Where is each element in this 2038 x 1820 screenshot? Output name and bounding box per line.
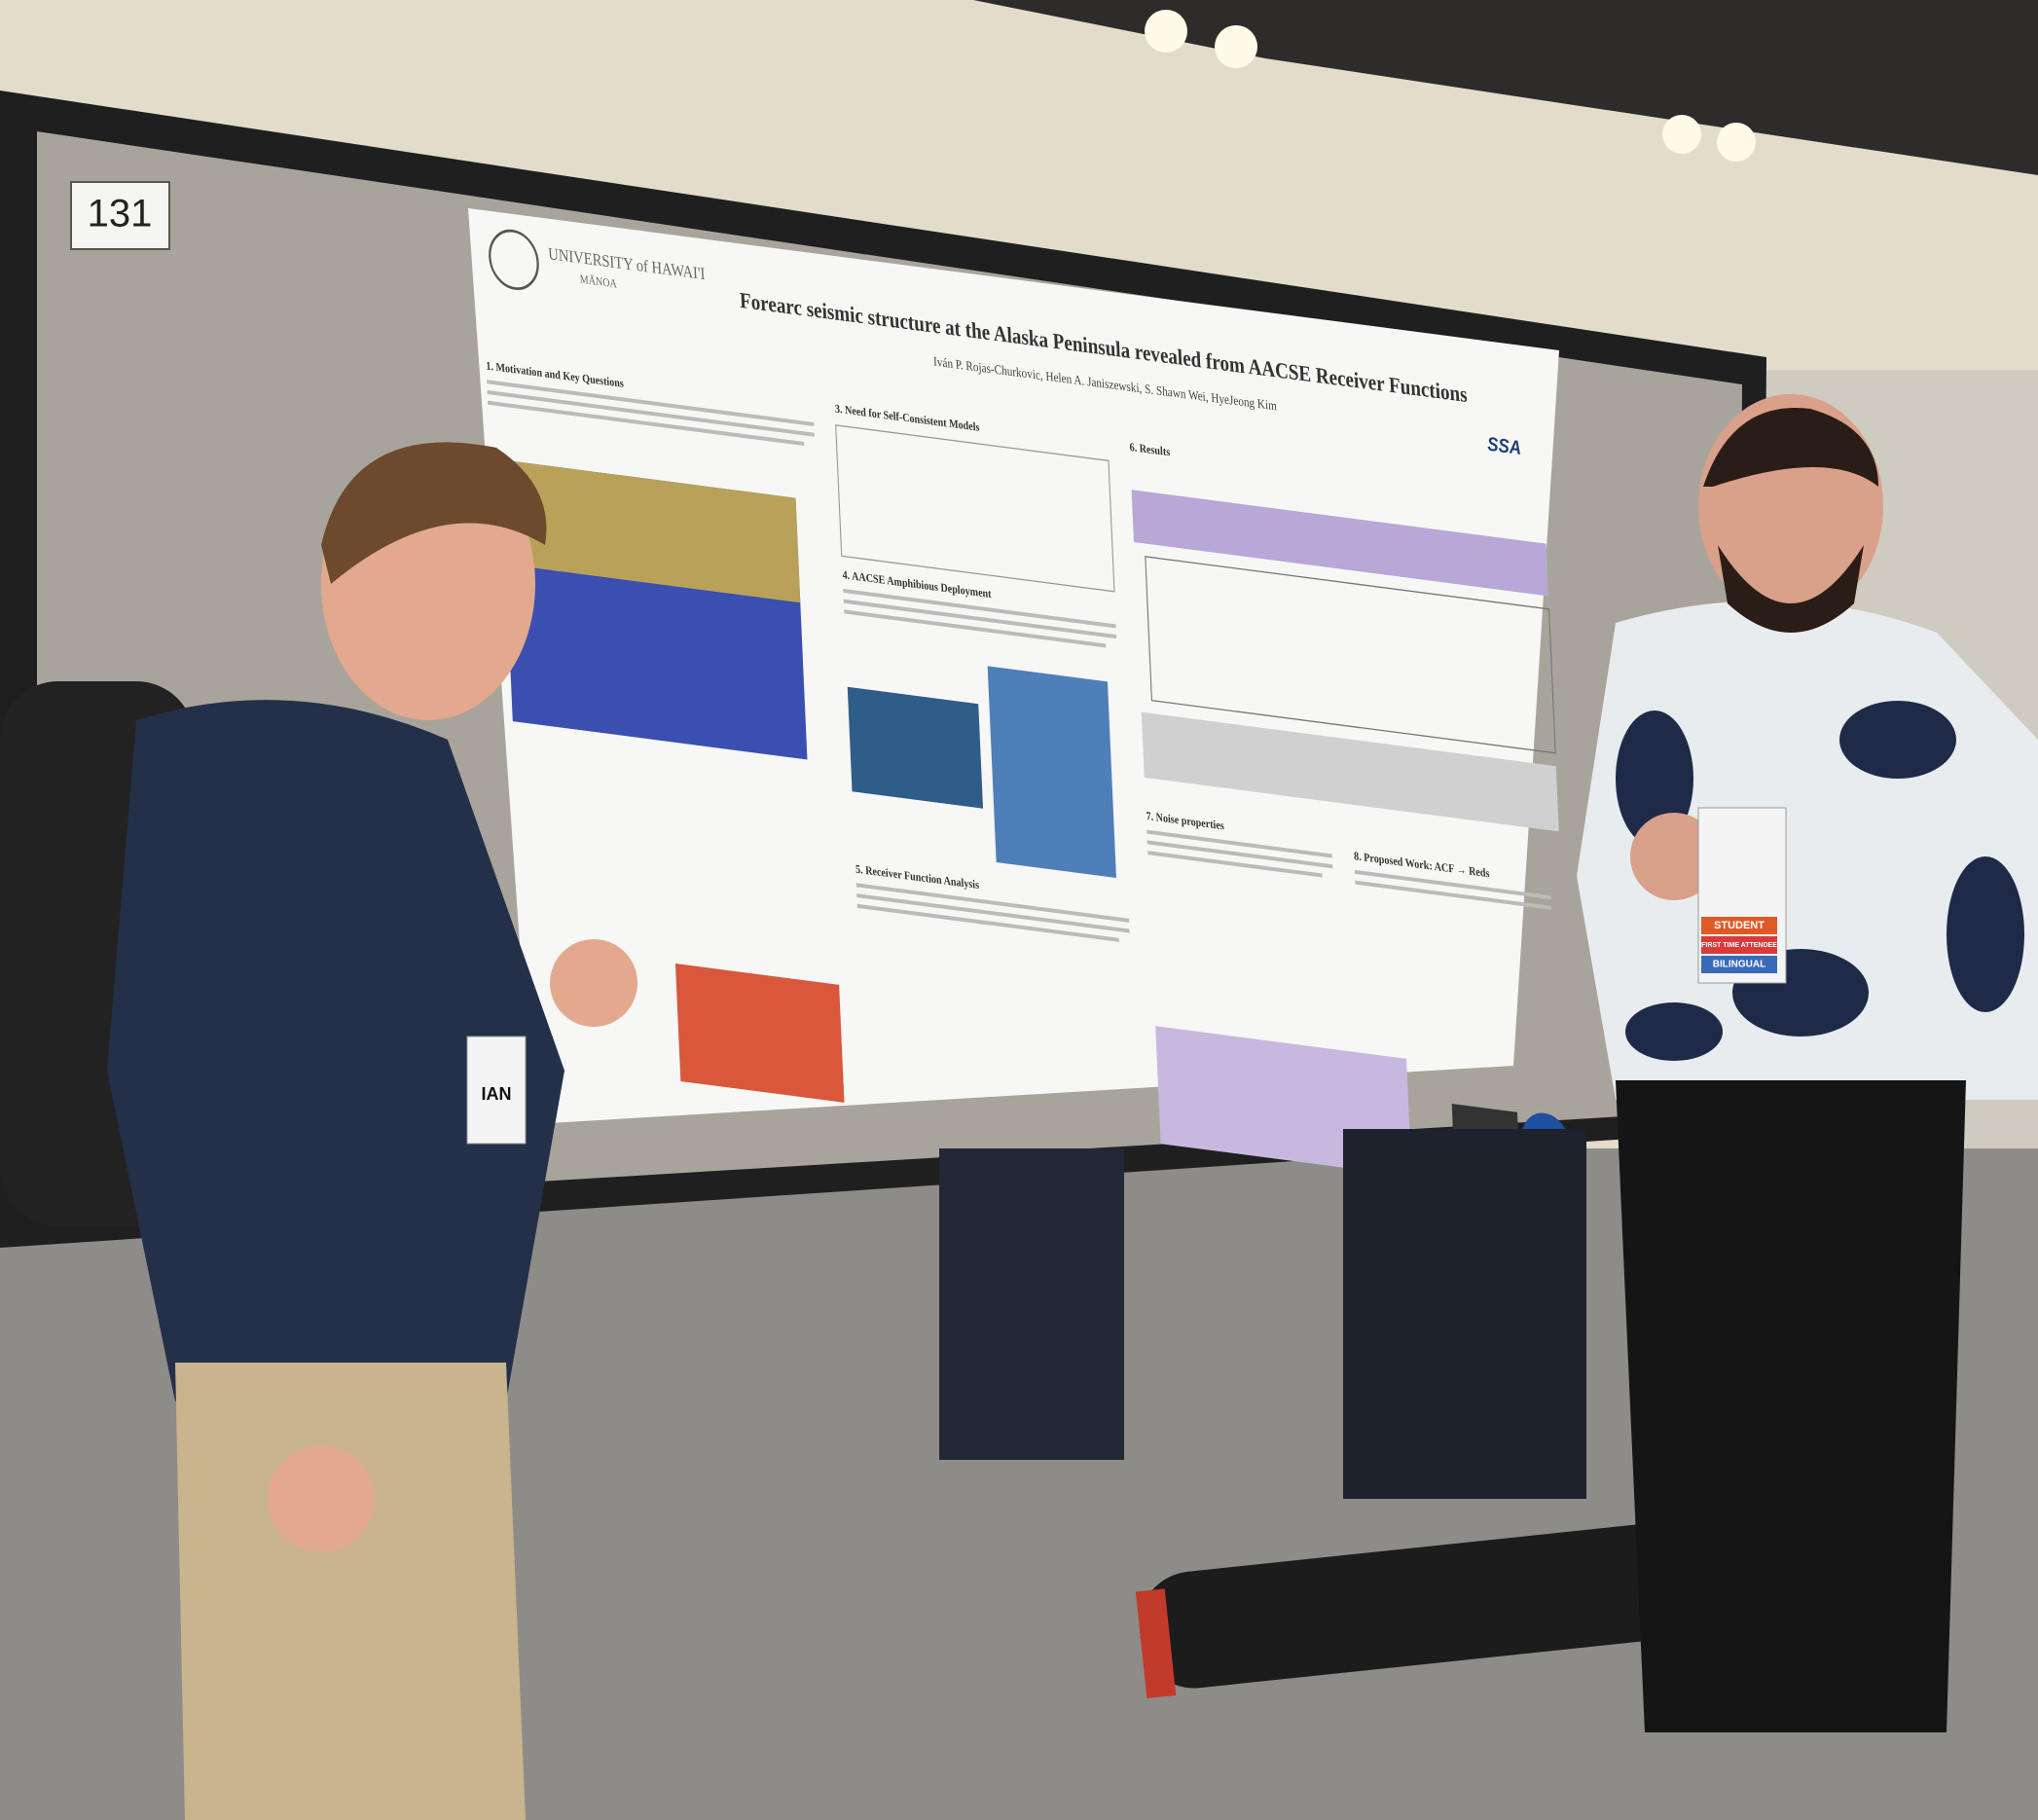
table: [835, 424, 1115, 593]
text-lines: [1354, 869, 1551, 900]
text-lines: [856, 893, 1130, 933]
text-lines: [843, 599, 1117, 639]
hand: [1630, 813, 1718, 900]
text-lines: [1146, 829, 1332, 858]
shirt-pattern: [1625, 1002, 1723, 1061]
poster-content: UNIVERSITY of HAWAI'I MĀNOA Forearc seis…: [486, 229, 1570, 1191]
badge-ribbon-text: BILINGUAL: [1713, 960, 1765, 970]
pants: [175, 1363, 526, 1820]
text-lines: [855, 883, 1130, 923]
light: [1717, 123, 1756, 162]
badge-ribbon: [1701, 956, 1777, 973]
badge-ribbon: [1701, 917, 1777, 934]
shirt-pattern: [1616, 701, 2024, 1061]
logo-seal: [489, 229, 539, 290]
waveform-strip: [1141, 711, 1559, 832]
hair: [1703, 408, 1878, 487]
light: [1145, 10, 1187, 53]
photo: [987, 666, 1116, 879]
poster-tube: [1139, 1522, 1713, 1689]
text-lines: [844, 609, 1107, 648]
text-lines: [487, 389, 815, 437]
photo: [847, 686, 984, 809]
text-lines: [487, 380, 1552, 942]
text-lines: [487, 380, 815, 427]
text-lines: [1147, 851, 1323, 878]
hand: [268, 1445, 375, 1552]
sediment-figure: [674, 963, 845, 1103]
hand: [550, 939, 637, 1027]
text-lines: [487, 400, 805, 447]
results-plot: [1145, 556, 1556, 754]
shirt-pattern: [1947, 856, 2024, 1012]
waveform-strip: [1131, 490, 1548, 597]
person-legs: [1343, 1129, 1586, 1499]
badge-ribbon-text: STUDENT: [1714, 920, 1765, 931]
text-lines: [1355, 880, 1552, 910]
beard: [1718, 545, 1864, 633]
society-logo: SSA: [1487, 432, 1522, 458]
text-lines: [856, 903, 1119, 942]
light: [1215, 25, 1257, 68]
badge-ribbon-text: FIRST TIME ATTENDEE: [1701, 942, 1777, 949]
tube-cap: [1135, 1588, 1177, 1698]
text-lines: [1146, 840, 1333, 869]
name-badge: [466, 1036, 527, 1145]
badge-name: IAN: [482, 1084, 512, 1104]
hair: [321, 442, 547, 584]
text-lines: [843, 588, 1116, 629]
badge-ribbon: [1701, 936, 1777, 954]
map-land: [500, 459, 801, 603]
shirt-pattern: [1839, 701, 1956, 779]
number-sign: [70, 181, 170, 250]
section-heading: 6. Results: [1129, 441, 1171, 458]
sweater: [107, 700, 564, 1401]
number-sign-text: 131: [88, 193, 153, 236]
light: [1662, 115, 1701, 154]
pants: [1616, 1080, 1966, 1732]
logo-subtext: MĀNOA: [579, 273, 617, 291]
person-legs: [939, 1148, 1124, 1460]
